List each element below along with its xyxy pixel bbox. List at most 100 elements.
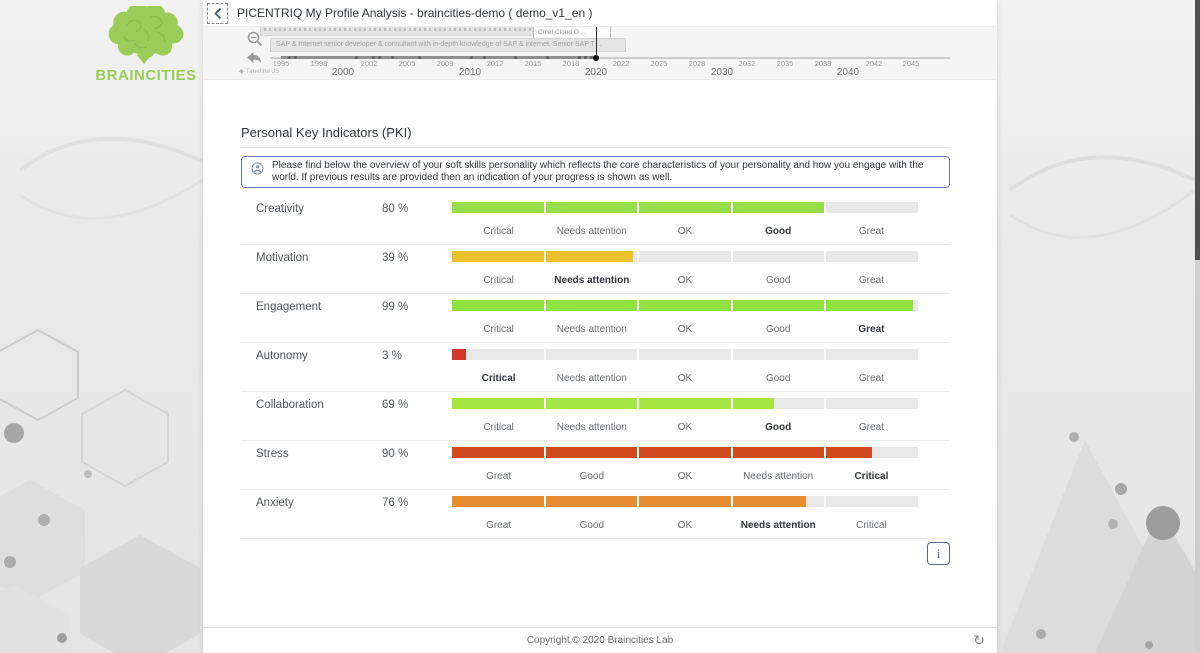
copyright-text: Copyright © 2020 Braincities Lab <box>526 635 674 646</box>
timeline-year-label: 1995 <box>272 59 290 68</box>
scale-label: Critical <box>483 422 514 433</box>
scale-label: OK <box>677 226 693 237</box>
decor-shapes-right <box>1000 155 1200 653</box>
pki-row: Autonomy 3 % Critical Needs attention OK Go… <box>241 343 950 392</box>
bar-segment <box>639 447 731 458</box>
logo-wordmark: BRAINCITIES <box>95 67 197 84</box>
indicator-scale-labels: Critical Needs attention OK Good Great <box>452 226 918 237</box>
timeline-year-label: 2008 <box>436 59 454 68</box>
timeline-current-marker <box>596 27 597 58</box>
indicator-value: 3 % <box>382 350 402 362</box>
scale-label: Needs attention <box>556 422 627 433</box>
bar-segment <box>826 251 918 262</box>
timeline-span <box>281 56 599 59</box>
indicator-value: 99 % <box>382 301 409 313</box>
bar-segment-fill <box>452 349 466 360</box>
bar-segment <box>452 202 544 213</box>
scale-label: OK <box>677 324 693 335</box>
timeline-year-label: 2035 <box>776 59 794 68</box>
indicator-name: Collaboration <box>256 399 324 411</box>
bar-segment <box>545 496 638 507</box>
info-button[interactable]: i <box>927 542 950 565</box>
scale-label: Needs attention <box>556 324 627 335</box>
bar-segment <box>826 496 918 507</box>
bar-segment-fill <box>545 447 638 458</box>
indicator-bar <box>452 349 918 360</box>
timeline-year-label: 2005 <box>398 59 416 68</box>
undo-arrow-icon[interactable] <box>245 51 263 70</box>
indicator-scale-labels: Great Good OK Needs attention Critical <box>452 520 918 531</box>
indicator-value: 39 % <box>382 252 409 264</box>
timeline-event-dot <box>288 56 291 59</box>
timeline-event-bar[interactable]: SAP & Internet senior developer & consul… <box>270 38 626 52</box>
scale-label: Good <box>765 373 791 384</box>
scale-label: OK <box>677 422 693 433</box>
app-panel: PICENTRIQ My Profile Analysis - braincit… <box>203 0 997 653</box>
app-footer: Copyright © 2020 Braincities Lab ↻ <box>203 627 997 653</box>
bar-segment-fill <box>545 496 638 507</box>
app-header: PICENTRIQ My Profile Analysis - braincit… <box>203 0 997 27</box>
indicator-scale-labels: Critical Needs attention OK Good Great <box>452 275 918 286</box>
scrollbar-thumb[interactable] <box>1195 0 1200 260</box>
bar-segment <box>452 300 544 311</box>
scale-label: Critical <box>481 373 516 384</box>
scale-label: Good <box>579 520 605 531</box>
timeline-event-dot <box>378 56 381 59</box>
bar-segment-fill <box>545 300 638 311</box>
zoom-out-icon[interactable] <box>247 31 264 53</box>
back-button[interactable] <box>207 2 228 24</box>
scale-label: Great <box>858 373 884 384</box>
bar-segment-fill <box>826 300 914 311</box>
indicator-name: Engagement <box>256 301 322 313</box>
indicator-bar <box>452 202 918 213</box>
timeline-year-label: 2045 <box>902 59 920 68</box>
decor-shapes-left <box>0 136 211 653</box>
pki-row: Stress 90 % Great Good OK Needs attention Cr… <box>241 441 950 490</box>
indicator-value: 90 % <box>382 448 409 460</box>
timeline-event-dot <box>514 56 517 59</box>
bar-segment <box>639 202 731 213</box>
bar-segment <box>545 349 638 360</box>
indicator-bar <box>452 496 918 507</box>
timeline-event-dot <box>294 56 297 59</box>
indicator-bar <box>452 447 918 458</box>
indicator-name: Stress <box>256 448 289 460</box>
bar-segment <box>826 300 918 311</box>
timeline-event-dot <box>355 56 358 59</box>
bar-segment <box>732 251 825 262</box>
scrollbar-track[interactable] <box>1195 0 1200 653</box>
bar-segment <box>452 496 544 507</box>
timeline-attribution[interactable]: ◆ Timeline JS <box>239 68 280 75</box>
bar-segment <box>452 398 544 409</box>
indicator-value: 80 % <box>382 203 409 215</box>
timeline-year-label: 2022 <box>612 59 630 68</box>
indicator-name: Anxiety <box>256 497 294 509</box>
refresh-icon[interactable]: ↻ <box>973 632 985 648</box>
bar-segment <box>639 398 731 409</box>
timeline-year-label: 2028 <box>688 59 706 68</box>
timeline-axis[interactable] <box>270 57 950 59</box>
indicator-name: Creativity <box>256 203 304 215</box>
pki-row: Motivation 39 % Critical Needs attention O… <box>241 245 950 294</box>
scale-label: Good <box>765 275 791 286</box>
indicator-bar <box>452 251 918 262</box>
bar-segment <box>826 398 918 409</box>
bar-segment <box>545 447 638 458</box>
timeline-year-label: 2012 <box>486 59 504 68</box>
timeline-decade-label: 2030 <box>710 67 734 78</box>
indicator-bar <box>452 398 918 409</box>
bar-segment <box>732 300 825 311</box>
braincities-logo: BRAINCITIES <box>88 3 204 84</box>
scale-label: Critical <box>856 520 887 531</box>
timeline-year-label: 2038 <box>814 59 832 68</box>
pki-indicator-list: Creativity 80 % Critical Needs attention O… <box>241 196 950 539</box>
scale-label: OK <box>677 373 693 384</box>
scale-label: Needs attention <box>556 373 627 384</box>
timeline-year-label: 2032 <box>738 59 756 68</box>
pki-row: Collaboration 69 % Critical Needs attenti… <box>241 392 950 441</box>
scale-label: Great <box>486 471 512 482</box>
timeline-event-dot <box>483 56 486 59</box>
timeline-event-dot <box>391 56 394 59</box>
timeline-event-bar-clipped[interactable] <box>260 27 533 36</box>
bar-segment-fill <box>826 447 873 458</box>
